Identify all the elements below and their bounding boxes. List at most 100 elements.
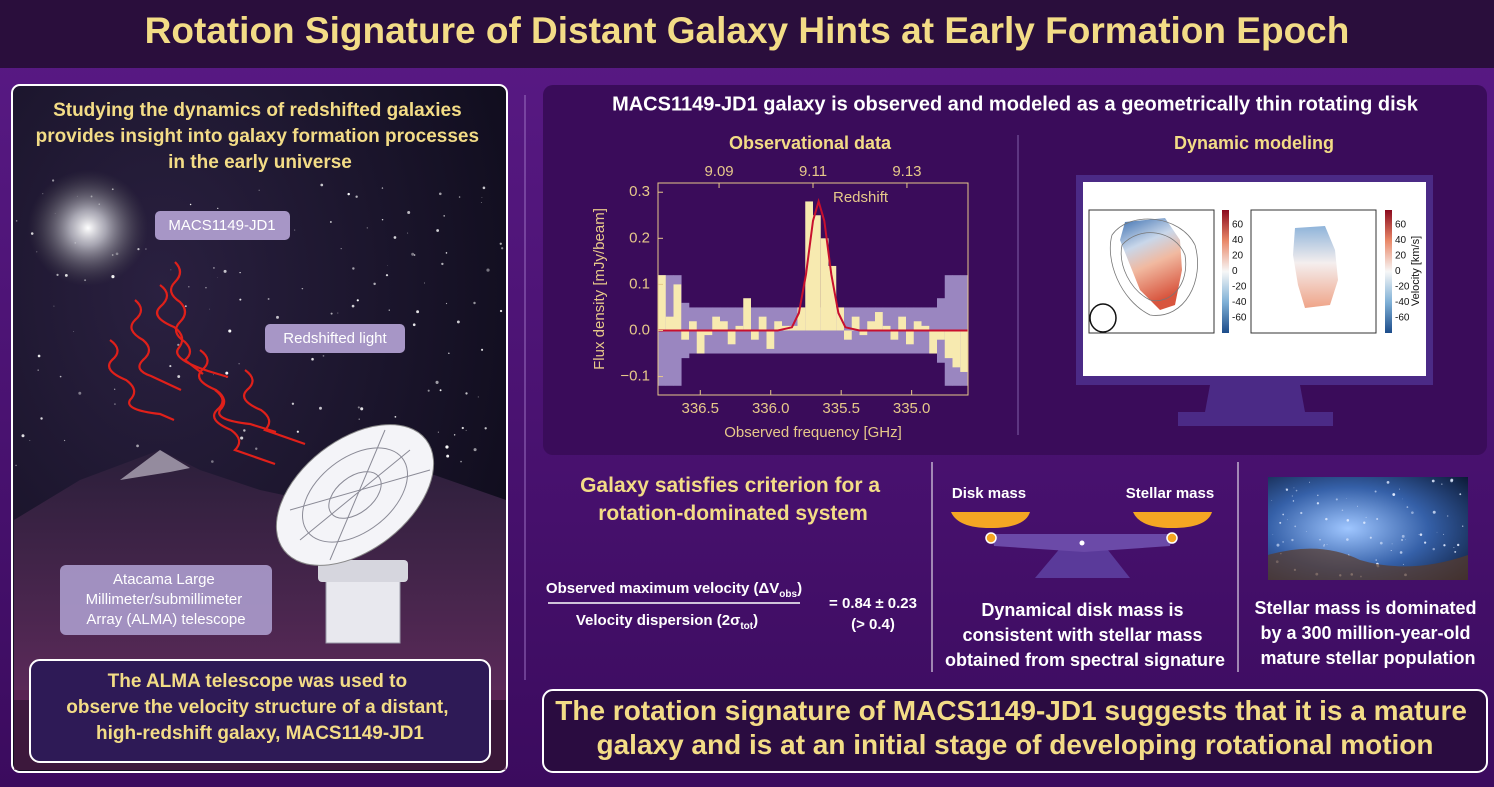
formula-threshold: (> 0.4) bbox=[851, 616, 895, 633]
intro-line: in the early universe bbox=[168, 152, 352, 173]
star bbox=[465, 429, 467, 431]
bar bbox=[898, 316, 906, 331]
bar bbox=[743, 298, 751, 331]
x-tick-label: 335.0 bbox=[893, 400, 931, 417]
star bbox=[1459, 493, 1462, 496]
star bbox=[1341, 509, 1344, 511]
bar bbox=[673, 284, 682, 331]
star bbox=[29, 440, 31, 442]
star bbox=[296, 430, 299, 433]
bar bbox=[735, 325, 744, 331]
caption-line: mature stellar population bbox=[1260, 648, 1475, 668]
scale-label: Stellar mass bbox=[1126, 485, 1214, 502]
star bbox=[412, 323, 416, 327]
bar bbox=[867, 321, 875, 331]
star bbox=[381, 187, 384, 189]
monitor: Velocity [km/s] 60 60 40 40 20 20 0 0 -20 -20 -40 -… bbox=[1076, 175, 1433, 426]
star bbox=[435, 380, 439, 384]
star bbox=[1346, 519, 1350, 522]
beam bbox=[1089, 303, 1117, 333]
denominator-close: ) bbox=[753, 612, 758, 629]
star bbox=[21, 434, 25, 438]
section-title: Dynamic modeling bbox=[1174, 133, 1334, 153]
star bbox=[480, 201, 482, 204]
star bbox=[407, 232, 409, 234]
colorbar-tick-label: 40 bbox=[1232, 235, 1244, 246]
star bbox=[59, 375, 62, 378]
caption-line: Stellar mass is dominated bbox=[1254, 598, 1476, 618]
star bbox=[473, 448, 477, 452]
star bbox=[351, 304, 355, 308]
intro-line: provides insight into galaxy formation p… bbox=[36, 126, 479, 147]
star bbox=[188, 286, 190, 288]
star bbox=[385, 274, 389, 277]
bar bbox=[704, 330, 713, 336]
x-axis-label: Observed frequency [GHz] bbox=[724, 424, 902, 441]
star bbox=[145, 248, 147, 250]
star bbox=[1279, 521, 1282, 524]
numerator-subscript: obs bbox=[779, 589, 797, 600]
bar bbox=[665, 316, 674, 331]
light-label: Redshifted light bbox=[283, 330, 387, 347]
star bbox=[436, 229, 440, 232]
star bbox=[443, 215, 445, 217]
observed-velocity-map bbox=[1120, 218, 1182, 310]
star bbox=[1453, 546, 1455, 548]
star bbox=[276, 315, 279, 319]
colorbar-ticks: 60 60 40 40 20 20 0 0 -20 -20 -40 -40 -60 -60 bbox=[1232, 220, 1410, 324]
star bbox=[1291, 495, 1293, 497]
star bbox=[1456, 543, 1460, 547]
bar bbox=[720, 321, 728, 331]
star bbox=[357, 406, 360, 409]
conclusion-text: The rotation signature of MACS1149-JD1 s… bbox=[555, 695, 1475, 760]
monitor-stand bbox=[1178, 412, 1333, 426]
star bbox=[1294, 525, 1297, 528]
star bbox=[239, 272, 241, 274]
star bbox=[358, 418, 360, 420]
star bbox=[1276, 543, 1280, 547]
star bbox=[458, 196, 461, 198]
star bbox=[78, 391, 82, 395]
star bbox=[63, 439, 66, 442]
star bbox=[267, 298, 270, 300]
colorbar-tick-label: -60 bbox=[1395, 313, 1410, 324]
denominator-text: Velocity dispersion (2σ bbox=[576, 612, 740, 629]
star bbox=[477, 396, 479, 398]
star bbox=[1295, 489, 1298, 492]
star bbox=[1443, 544, 1446, 547]
star bbox=[1406, 506, 1409, 508]
star bbox=[189, 203, 192, 206]
y-tick-label: −0.1 bbox=[620, 368, 650, 385]
fit-line bbox=[658, 197, 968, 332]
colorbar-tick-label: 0 bbox=[1395, 266, 1401, 277]
star bbox=[1402, 498, 1403, 500]
star bbox=[209, 308, 211, 310]
star bbox=[1292, 500, 1295, 502]
star bbox=[499, 309, 503, 313]
star bbox=[1375, 559, 1378, 561]
star bbox=[1363, 521, 1366, 524]
star bbox=[1379, 541, 1383, 545]
star bbox=[330, 312, 333, 315]
star bbox=[366, 227, 368, 229]
star bbox=[407, 210, 411, 214]
star bbox=[1432, 510, 1436, 514]
noise-band bbox=[828, 307, 837, 354]
star bbox=[213, 267, 215, 269]
star bbox=[424, 282, 426, 284]
star bbox=[15, 220, 18, 222]
star bbox=[373, 282, 376, 286]
star bbox=[347, 192, 350, 196]
summary-text: The ALMA telescope was used to observe t… bbox=[66, 671, 454, 744]
bar bbox=[797, 307, 806, 331]
star bbox=[1399, 488, 1401, 490]
spectrum-chart: −0.1 0.0 0.1 0.2 0.3 336.5 336.0 335.5 335.0 9.09… bbox=[591, 163, 969, 441]
colorbar-tick-label: 20 bbox=[1232, 251, 1244, 262]
star bbox=[170, 269, 172, 271]
panel-heading: MACS1149-JD1 galaxy is observed and mode… bbox=[612, 93, 1419, 115]
star bbox=[1282, 541, 1284, 543]
star bbox=[1431, 479, 1435, 483]
header-band bbox=[0, 0, 1494, 68]
star bbox=[381, 218, 384, 221]
bar bbox=[696, 330, 705, 354]
